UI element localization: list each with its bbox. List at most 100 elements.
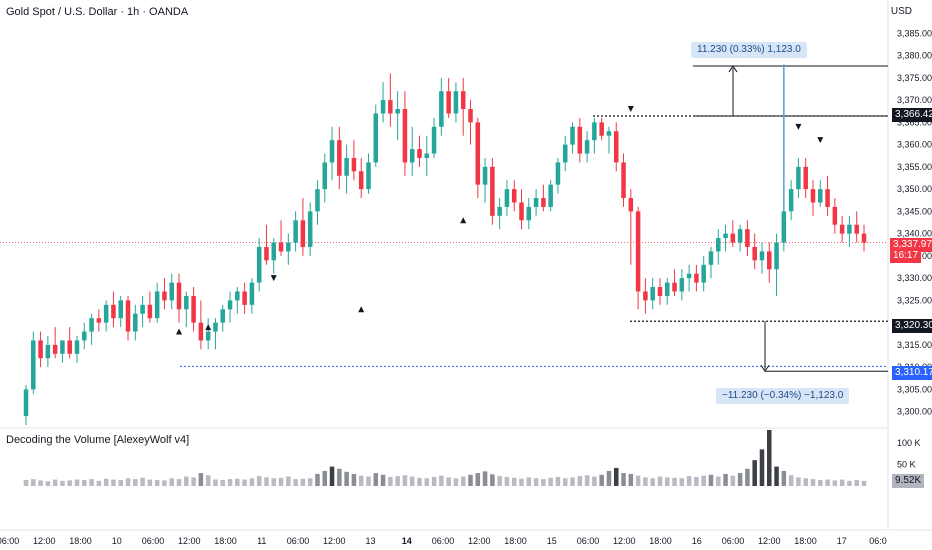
time-tick-label: 06:00 bbox=[0, 536, 19, 546]
volume-bar bbox=[89, 479, 94, 486]
candle-body bbox=[337, 140, 342, 176]
candle-body bbox=[468, 109, 473, 123]
volume-bar bbox=[103, 478, 109, 486]
time-tick-label: 12:00 bbox=[323, 536, 346, 546]
candle-body bbox=[409, 149, 415, 163]
volume-bar bbox=[577, 476, 583, 486]
level-high-badge[interactable]: 3,366.425 bbox=[892, 108, 932, 122]
volume-bar bbox=[475, 473, 481, 486]
candle-body bbox=[759, 251, 765, 261]
up-triangle-icon bbox=[176, 328, 183, 335]
volume-bar bbox=[358, 475, 364, 486]
time-tick-label: 06:00 bbox=[142, 536, 165, 546]
volume-bar bbox=[657, 476, 663, 486]
candle-body bbox=[431, 126, 437, 154]
time-tick-label: 16 bbox=[692, 536, 702, 546]
price-tick-label: 3,300.000 bbox=[897, 407, 932, 417]
candle-body bbox=[388, 100, 393, 114]
volume-bar bbox=[118, 479, 123, 486]
down-triangle-icon bbox=[270, 275, 277, 282]
candle-body bbox=[504, 189, 510, 207]
time-tick-label: 06:00 bbox=[577, 536, 600, 546]
indicator-title[interactable]: Decoding the Volume [AlexeyWolf v4] bbox=[6, 434, 190, 446]
volume-bar bbox=[788, 475, 794, 486]
volume-bar bbox=[278, 477, 284, 486]
volume-bar bbox=[264, 477, 269, 486]
candle-body bbox=[60, 340, 65, 354]
price-axis[interactable]: 3,385.000 3,380.000 3,375.000 3,370.000 3,36… bbox=[897, 28, 932, 416]
signal-markers bbox=[176, 106, 824, 335]
candle-body bbox=[839, 224, 845, 234]
volume-bar bbox=[672, 477, 677, 486]
time-tick-label: 13 bbox=[365, 536, 375, 546]
volume-bar bbox=[562, 478, 568, 486]
candle-body bbox=[264, 246, 269, 261]
candle-body bbox=[322, 162, 328, 190]
candle-body bbox=[497, 206, 502, 216]
price-tick-label: 3,325.000 bbox=[897, 295, 932, 305]
measure-tools[interactable] bbox=[693, 65, 888, 373]
candle-body bbox=[89, 318, 94, 332]
candle-body bbox=[286, 242, 291, 252]
candle-body bbox=[191, 295, 196, 323]
candle-body bbox=[548, 184, 553, 207]
price-tick-label: 3,345.000 bbox=[897, 206, 932, 216]
volume-bar bbox=[96, 480, 102, 486]
candle-body bbox=[103, 304, 109, 323]
candle-body bbox=[723, 233, 728, 239]
candle-body bbox=[861, 233, 867, 243]
level-low2-badge[interactable]: 3,310.175 bbox=[892, 366, 932, 380]
volume-bar bbox=[125, 478, 131, 486]
volume-bar bbox=[570, 477, 575, 486]
volume-bar bbox=[701, 475, 706, 486]
volume-bar bbox=[526, 477, 532, 486]
volume-bar bbox=[242, 479, 247, 486]
volume-bar bbox=[818, 479, 823, 486]
volume-bar bbox=[213, 479, 218, 486]
volume-bar bbox=[599, 474, 604, 486]
volume-bar bbox=[344, 471, 349, 486]
candle-body bbox=[111, 304, 116, 319]
currency-label[interactable]: USD bbox=[890, 6, 912, 17]
candle-body bbox=[227, 300, 233, 310]
down-triangle-icon bbox=[817, 137, 824, 144]
volume-bar bbox=[67, 480, 72, 486]
candle-body bbox=[803, 166, 808, 190]
level-low-badge[interactable]: 3,320.305 bbox=[892, 319, 932, 333]
volume-value-badge: 9.52K bbox=[892, 474, 925, 488]
candle-body bbox=[716, 238, 721, 252]
volume-bar bbox=[752, 460, 757, 486]
price-tick-label: 3,365.000 bbox=[897, 117, 932, 127]
candle-body bbox=[825, 189, 830, 207]
volume-bar bbox=[227, 479, 233, 486]
candle-body bbox=[701, 264, 706, 283]
volume-bar bbox=[759, 449, 765, 486]
volume-bar bbox=[686, 476, 692, 486]
volume-bar bbox=[847, 480, 852, 486]
candle-body bbox=[162, 291, 167, 301]
candle-body bbox=[847, 224, 852, 234]
candle-body bbox=[577, 126, 583, 154]
volume-bar bbox=[643, 477, 648, 486]
candle-body bbox=[446, 91, 451, 114]
time-axis[interactable]: 06:00 12:00 18:00 10 06:00 12:00 18:00 11 06:00 1… bbox=[0, 536, 887, 546]
price-tick-label: 3,375.000 bbox=[897, 73, 932, 83]
volume-bar bbox=[388, 476, 393, 486]
time-tick-label: 06:0 bbox=[869, 536, 887, 546]
volume-bar bbox=[730, 475, 736, 486]
candle-body bbox=[832, 206, 838, 225]
candle-body bbox=[475, 122, 481, 185]
candle-body bbox=[745, 229, 750, 247]
candle-body bbox=[351, 157, 357, 172]
candle-body bbox=[460, 91, 466, 110]
candle-body bbox=[592, 122, 597, 141]
volume-bar bbox=[541, 479, 546, 486]
current-price-badge: 3,337.975 bbox=[890, 238, 932, 252]
candle-body bbox=[242, 291, 247, 305]
candle-body bbox=[810, 189, 816, 203]
up-triangle-icon bbox=[460, 217, 467, 224]
time-tick-label: 12:00 bbox=[758, 536, 781, 546]
volume-bar bbox=[679, 478, 685, 486]
time-tick-label: 15 bbox=[547, 536, 557, 546]
